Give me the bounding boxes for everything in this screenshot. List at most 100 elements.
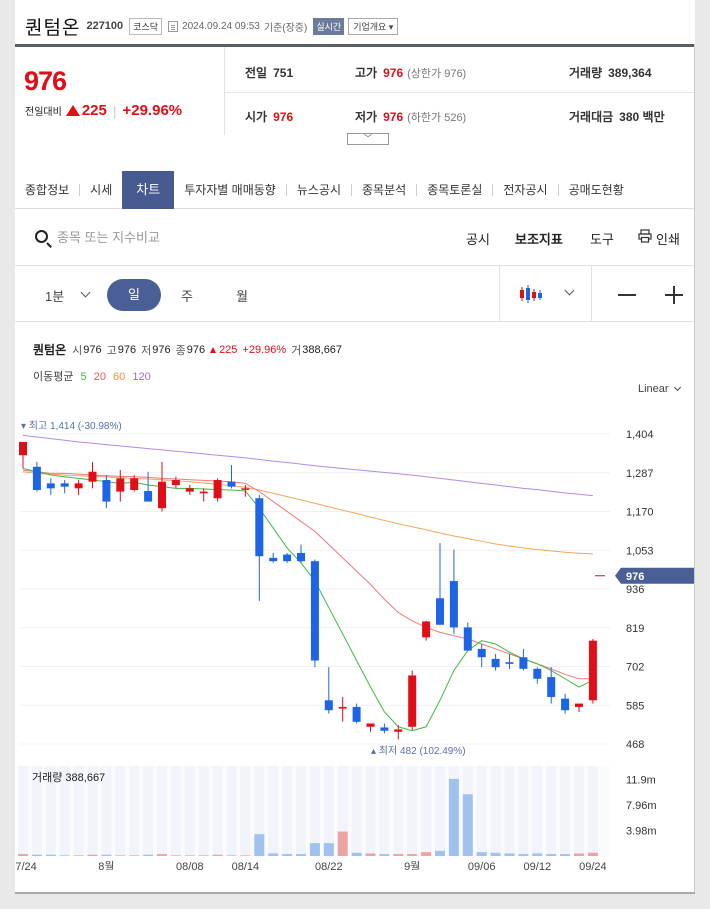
volume-column-bg [129,766,140,856]
printer-icon[interactable] [638,229,652,243]
search-icon[interactable] [35,230,48,243]
volume-bar [268,853,279,856]
zoom-out-icon[interactable] [618,294,636,296]
volume-column-bg [351,766,362,856]
stat-label: 전일 [245,66,268,80]
tab-chart[interactable]: 차트 [122,170,175,209]
stat-sub: (상한가 976) [407,68,467,80]
candlestick-icon[interactable] [518,281,544,307]
y-tick-label: 585 [626,700,644,712]
candle-body [463,627,472,651]
legend-volume: 388,667 [302,343,343,356]
volume-column-bg [18,766,28,856]
period-day[interactable]: 일 [107,279,161,311]
candle-body [227,481,236,487]
chevron-down-icon[interactable] [80,287,91,298]
tab-separator [557,183,559,196]
tab-disclosure[interactable]: 전자공시 [503,182,548,197]
indicator-button[interactable]: 보조지표 [515,232,563,247]
candle-body [283,554,292,562]
tab-news[interactable]: 뉴스공시 [296,182,342,197]
chevron-down-icon: ﹀ [364,134,372,143]
volume-bar [115,855,126,856]
period-week[interactable]: 주 [181,289,193,304]
candle-body [338,706,347,709]
y-tick-label: 1,170 [626,507,654,519]
volume-bar [462,794,473,856]
volume-bar [379,854,390,856]
legend-open: 976 [83,343,102,356]
tab-discussion[interactable]: 종목토론실 [427,182,483,197]
volume-bar [101,854,112,856]
volume-column-bg [226,766,237,856]
stat-value: 751 [273,66,294,80]
chevron-down-icon[interactable] [564,285,575,296]
moving-average-legend[interactable]: 이동평균 5 20 60 120 [33,368,155,384]
volume-bar [421,852,432,856]
page-bottom-border [15,892,695,894]
collapse-button[interactable]: ﹀ [347,133,389,145]
legend-high: 976 [117,343,137,356]
period-minute[interactable]: 1분 [45,289,65,304]
tab-quotes[interactable]: 시세 [90,182,113,197]
candle-body [408,675,417,727]
search-input[interactable] [57,226,297,248]
ma20-label: 20 [93,371,106,383]
candle-body [436,598,444,625]
tab-short-selling[interactable]: 공매도현황 [568,182,624,197]
volume-column-bg [309,766,320,856]
tab-analysis[interactable]: 종목분석 [362,182,407,197]
stat-value: 976 [383,66,404,80]
volume-bar [518,854,529,856]
volume-column-bg [574,766,584,856]
candle-body [255,498,264,557]
y-tick-label: 1,053 [626,545,654,557]
volume-column-bg [101,766,112,856]
volume-column-bg [87,766,98,856]
volume-tick-label: 3.98m [626,825,657,837]
stats-divider [225,92,695,93]
quote-datetime: 2024.09.24 09:53 [182,20,260,32]
change-label: 전일대비 [25,107,62,118]
candle-body [130,478,139,490]
tab-overview[interactable]: 종합정보 [25,182,70,197]
tab-investor-trading[interactable]: 투자자별 매매동향 [184,182,276,197]
max-price-label: ▾ 최고 1,414 (-30.98%) [21,420,122,432]
scale-dropdown[interactable]: Linear [638,383,681,395]
stat-label: 거래대금 [569,110,614,124]
realtime-button[interactable]: 실시간 [313,17,345,35]
tools-button[interactable]: 도구 [590,232,614,247]
header-divider [15,44,695,47]
company-overview-dropdown[interactable]: 기업개요 ▾ [348,17,399,35]
volume-column-bg [476,766,487,856]
volume-bar [309,843,320,856]
candle-body [533,668,542,679]
x-tick-label: 9월 [404,860,420,870]
y-tick-label: 819 [626,623,644,635]
up-triangle-icon [210,346,217,353]
candle-body [199,491,208,494]
disclosure-button[interactable]: 공시 [466,232,490,247]
candle-body [102,480,111,502]
document-icon [168,20,179,32]
volume-column-bg [560,766,571,856]
candle-body [366,723,375,727]
volume-bar [226,855,237,856]
price-chart[interactable]: 1,404 1,287 1,170 1,053 936 819 702 585 468 ▾ 최고 … [15,410,695,870]
volume-column-bg [115,766,126,856]
current-price: 976 [24,66,67,96]
stat-sub: (하한가 526) [407,112,467,124]
candle-body [32,466,41,490]
volume-tick-label: 7.96m [626,800,657,812]
zoom-in-icon[interactable] [665,286,683,304]
volume-column-bg [296,766,306,856]
print-button[interactable]: 인쇄 [656,232,680,247]
volume-bar [337,831,348,856]
period-month[interactable]: 월 [236,289,248,304]
tab-separator [351,183,353,196]
y-tick-label: 1,287 [626,468,654,480]
stock-code: 227100 [86,20,124,32]
y-tick-label: 702 [626,662,644,674]
x-tick-label: 07/24 [15,861,37,870]
stock-name[interactable]: 퀀텀온 [25,17,81,39]
